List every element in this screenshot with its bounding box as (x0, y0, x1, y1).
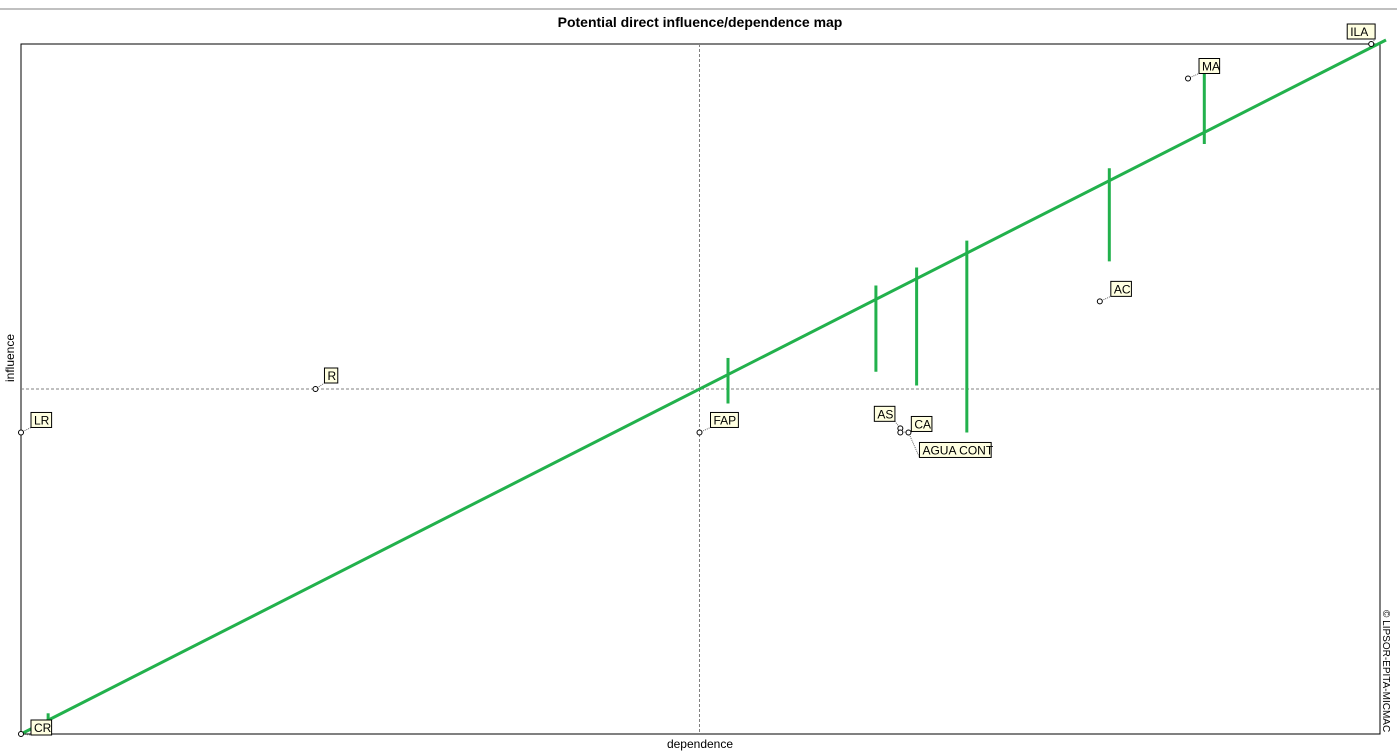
marker-ca (897, 429, 904, 436)
marker-r (312, 386, 319, 392)
label-cr: CR (34, 721, 52, 735)
label-ila: ILA (1350, 25, 1368, 39)
label-ma: MA (1202, 60, 1220, 74)
label-box-cr (30, 719, 53, 736)
label-box-ca (910, 415, 933, 432)
leader-as (894, 421, 901, 429)
point-ca: CA (897, 415, 933, 436)
marker-ac (1096, 298, 1103, 305)
label-box-agua-cont (918, 441, 992, 458)
label-as: AS (877, 407, 893, 421)
y-axis-label: influence (3, 334, 17, 382)
label-box-ac (1110, 280, 1132, 297)
label-r: R (327, 369, 336, 383)
label-box-as (873, 405, 896, 422)
leader-agua-cont (908, 432, 920, 458)
marker-lr (18, 429, 24, 436)
marker-cr (18, 731, 24, 737)
point-r: R (312, 367, 339, 392)
copyright-credit: © LIPSOR-EPITA-MICMAC (1380, 610, 1391, 732)
label-ac: AC (1114, 282, 1131, 296)
point-agua-cont: AGUA CONT (905, 429, 994, 458)
point-ila: ILA (1346, 23, 1376, 47)
marker-ila (1368, 41, 1375, 47)
label-ca: CA (914, 417, 931, 431)
residual-bars-layer (46, 67, 1206, 728)
label-box-lr (30, 411, 53, 428)
marker-fap (696, 429, 703, 436)
label-fap: FAP (714, 413, 737, 427)
x-axis-label: dependence (667, 737, 733, 751)
label-box-ila (1346, 23, 1376, 40)
point-ac: AC (1096, 280, 1132, 305)
point-as: AS (873, 405, 904, 432)
point-ma: MA (1185, 58, 1221, 82)
label-agua-cont: AGUA CONT (922, 443, 993, 457)
marker-ma (1185, 75, 1192, 82)
label-box-ma (1198, 58, 1221, 74)
trend-line (20, 38, 1387, 736)
point-lr: LR (18, 411, 53, 436)
trend-line-layer (20, 38, 1387, 736)
label-box-r (323, 367, 339, 384)
point-fap: FAP (696, 411, 739, 436)
label-lr: LR (34, 413, 50, 427)
point-cr: CR (18, 719, 53, 737)
points-layer: CR LR R FAP AS CA AGUA CONT AC MA ILA (18, 23, 1376, 737)
chart-title: Potential direct influence/dependence ma… (558, 14, 843, 30)
leader-cr (20, 733, 32, 736)
label-box-fap (710, 411, 739, 428)
marker-agua-cont (905, 429, 912, 436)
